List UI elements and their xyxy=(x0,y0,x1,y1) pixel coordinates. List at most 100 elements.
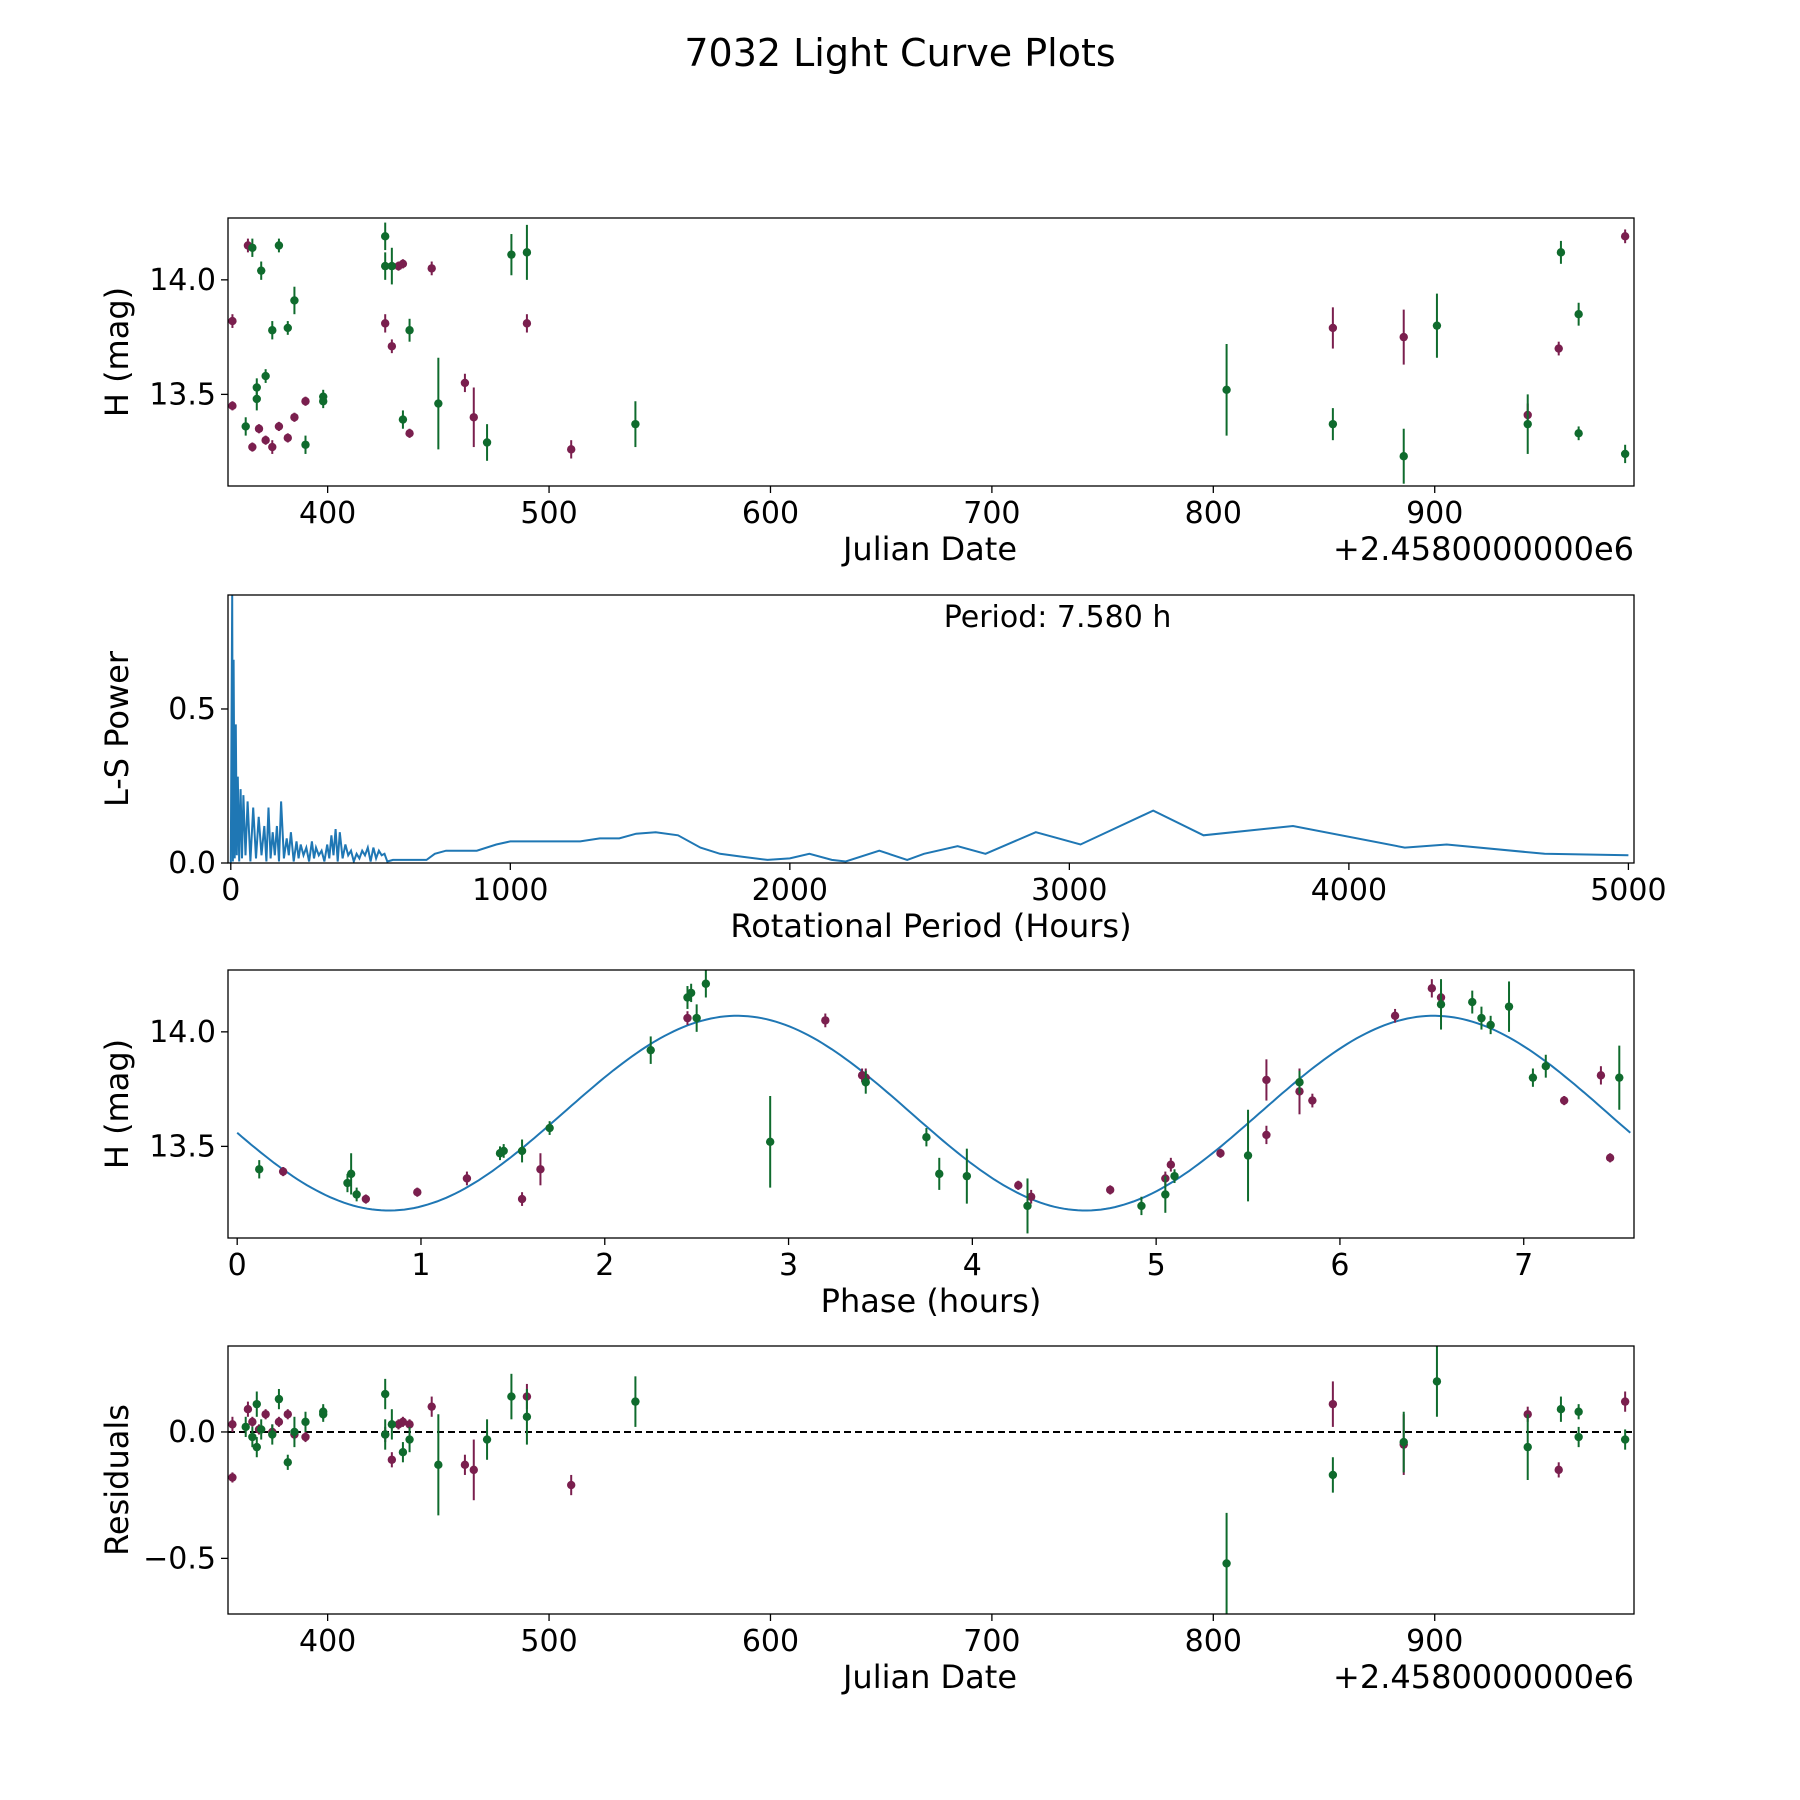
green-data-point xyxy=(1432,1346,1442,1417)
x-tick-label: 7 xyxy=(1514,1248,1533,1283)
marker xyxy=(683,1013,692,1023)
marker xyxy=(1432,1377,1442,1386)
marker xyxy=(1556,248,1566,257)
green-data-point xyxy=(405,318,414,342)
green-data-point xyxy=(1574,1426,1583,1448)
green-data-point xyxy=(274,238,284,253)
green-data-point xyxy=(290,286,299,315)
marker xyxy=(1523,1442,1532,1452)
x-tick-label: 3000 xyxy=(1031,873,1107,908)
purple-data-point xyxy=(405,428,414,438)
x-tick-label: 3 xyxy=(779,1248,798,1283)
green-data-point xyxy=(381,1419,390,1450)
purple-data-point xyxy=(283,433,292,443)
marker xyxy=(545,1123,554,1133)
marker xyxy=(1574,429,1583,438)
marker xyxy=(1161,1190,1170,1199)
green-data-point xyxy=(1432,293,1442,358)
purple-data-point xyxy=(821,1013,830,1028)
marker xyxy=(283,1458,292,1467)
marker xyxy=(387,1420,397,1429)
marker xyxy=(252,1399,261,1409)
green-data-point xyxy=(381,1378,390,1410)
marker xyxy=(346,1169,356,1179)
purple-data-point xyxy=(1308,1093,1317,1108)
phased-axes-frame xyxy=(227,969,1635,1239)
marker xyxy=(522,1412,532,1421)
x-offset-label: +2.4580000000e6 xyxy=(1333,530,1634,568)
marker xyxy=(381,1389,390,1399)
purple-data-point xyxy=(387,1452,397,1468)
residuals-plot-area xyxy=(228,1346,1634,1614)
marker xyxy=(517,1146,527,1156)
purple-data-point xyxy=(1105,1185,1115,1195)
green-data-point xyxy=(482,424,492,461)
purple-data-point xyxy=(536,1153,545,1186)
green-data-point xyxy=(522,224,532,280)
marker xyxy=(1399,332,1408,342)
marker xyxy=(517,1194,527,1204)
purple-data-point xyxy=(1262,1059,1271,1101)
marker xyxy=(243,1405,253,1414)
marker xyxy=(381,1430,390,1439)
x-tick-label: 600 xyxy=(742,1624,799,1659)
purple-data-point xyxy=(566,440,576,459)
green-data-point xyxy=(434,1414,443,1516)
purple-data-point xyxy=(228,1416,237,1432)
green-data-point xyxy=(1528,1068,1538,1087)
green-data-point xyxy=(1295,1070,1304,1094)
x-tick-label: 500 xyxy=(520,1624,577,1659)
marker xyxy=(387,342,397,351)
marker xyxy=(1222,1559,1231,1568)
x-axis-label: Julian Date xyxy=(841,530,1017,568)
figure-title: 7032 Light Curve Plots xyxy=(684,31,1115,75)
marker xyxy=(1399,452,1408,461)
marker xyxy=(257,1425,266,1434)
marker xyxy=(1574,1432,1583,1442)
green-data-point xyxy=(261,369,270,383)
green-data-point xyxy=(507,1373,516,1420)
green-data-point xyxy=(507,234,516,276)
marker xyxy=(1308,1096,1317,1105)
purple-data-point xyxy=(1605,1153,1615,1163)
y-axis-label: H (mag) xyxy=(98,287,136,417)
marker xyxy=(381,319,390,328)
y-tick-label: 0.0 xyxy=(168,1415,216,1450)
purple-data-point xyxy=(1216,1148,1225,1158)
green-data-point xyxy=(1170,1169,1179,1184)
marker xyxy=(290,413,299,422)
green-data-point xyxy=(1399,428,1408,484)
purple-data-point xyxy=(274,1416,284,1427)
x-tick-label: 4 xyxy=(963,1248,982,1283)
purple-data-point xyxy=(301,396,310,406)
marker xyxy=(1023,1201,1032,1211)
purple-data-point xyxy=(522,314,532,333)
marker xyxy=(290,296,299,305)
x-tick-label: 500 xyxy=(520,496,577,531)
green-data-point xyxy=(1486,1015,1495,1035)
green-data-point xyxy=(1243,1109,1253,1202)
y-tick-label: 13.5 xyxy=(149,377,216,412)
marker xyxy=(1436,1000,1446,1009)
marker xyxy=(1328,1399,1338,1409)
green-data-point xyxy=(1436,979,1446,1030)
purple-data-point xyxy=(683,1011,692,1025)
purple-data-point xyxy=(469,1439,478,1501)
marker xyxy=(861,1078,870,1087)
green-data-point xyxy=(1556,1396,1566,1422)
purple-data-point xyxy=(261,1409,270,1420)
purple-series xyxy=(278,979,1615,1206)
marker xyxy=(1014,1181,1023,1190)
phased-panel: 0 1 2 3 4 5 6 7 13.5 14.0 Phase (hours) H (mag) xyxy=(98,969,1635,1320)
y-axis-label: L-S Power xyxy=(98,650,136,807)
marker xyxy=(566,445,576,454)
y-tick-label: −0.5 xyxy=(143,1541,216,1576)
marker xyxy=(922,1133,931,1142)
marker xyxy=(301,1417,310,1427)
x-tick-label: 5 xyxy=(1147,1248,1166,1283)
x-axis-label: Rotational Period (Hours) xyxy=(730,907,1131,945)
green-data-point xyxy=(434,357,443,450)
purple-data-point xyxy=(427,261,436,276)
x-tick-label: 400 xyxy=(299,496,356,531)
green-data-point xyxy=(962,1148,972,1204)
